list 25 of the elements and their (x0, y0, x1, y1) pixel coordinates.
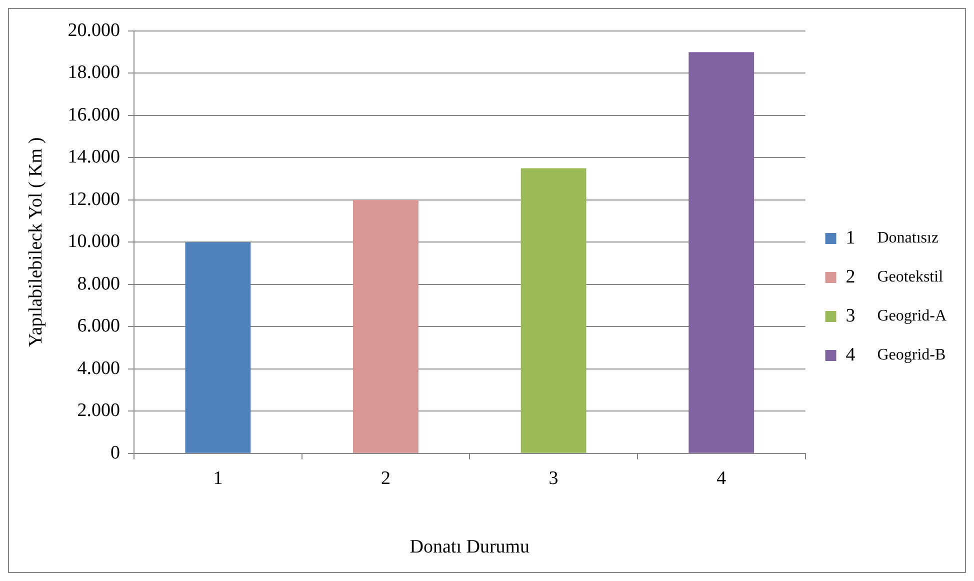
y-tick-label: 20.000 (68, 20, 120, 41)
text: Donatısız (877, 230, 939, 247)
y-tick-label: 6.000 (77, 316, 120, 337)
y-tick-label: 0 (110, 442, 120, 464)
x-tick-label: 1 (213, 468, 223, 489)
y-tick-label: 14.000 (68, 146, 120, 168)
y-tick-label: 18.000 (68, 62, 120, 84)
legend-label: 4 (846, 344, 856, 366)
x-tick-label: 2 (381, 468, 390, 489)
y-tick-label: 16.000 (68, 104, 120, 126)
text: Geogrid-B (877, 346, 946, 364)
y-tick-label: 10.000 (68, 231, 120, 252)
y-tick-label: 12.000 (68, 188, 120, 210)
legend-label: 3 (846, 305, 856, 326)
legend-label: 2 (846, 266, 856, 288)
legend-label: 1 (846, 227, 856, 248)
y-axis-title: Yapılabilebileck Yol ( Km ) (25, 137, 46, 348)
y-tick-label: 4.000 (77, 358, 120, 379)
x-tick-label: 3 (548, 468, 558, 489)
text: Geotekstil (877, 268, 944, 286)
y-tick-label: 2.000 (77, 400, 120, 422)
y-tick-label: 8.000 (77, 273, 120, 294)
text: Geogrid-A (877, 308, 948, 325)
x-tick-label: 4 (716, 468, 727, 489)
x-axis-title: Donatı Durumu (410, 536, 530, 558)
